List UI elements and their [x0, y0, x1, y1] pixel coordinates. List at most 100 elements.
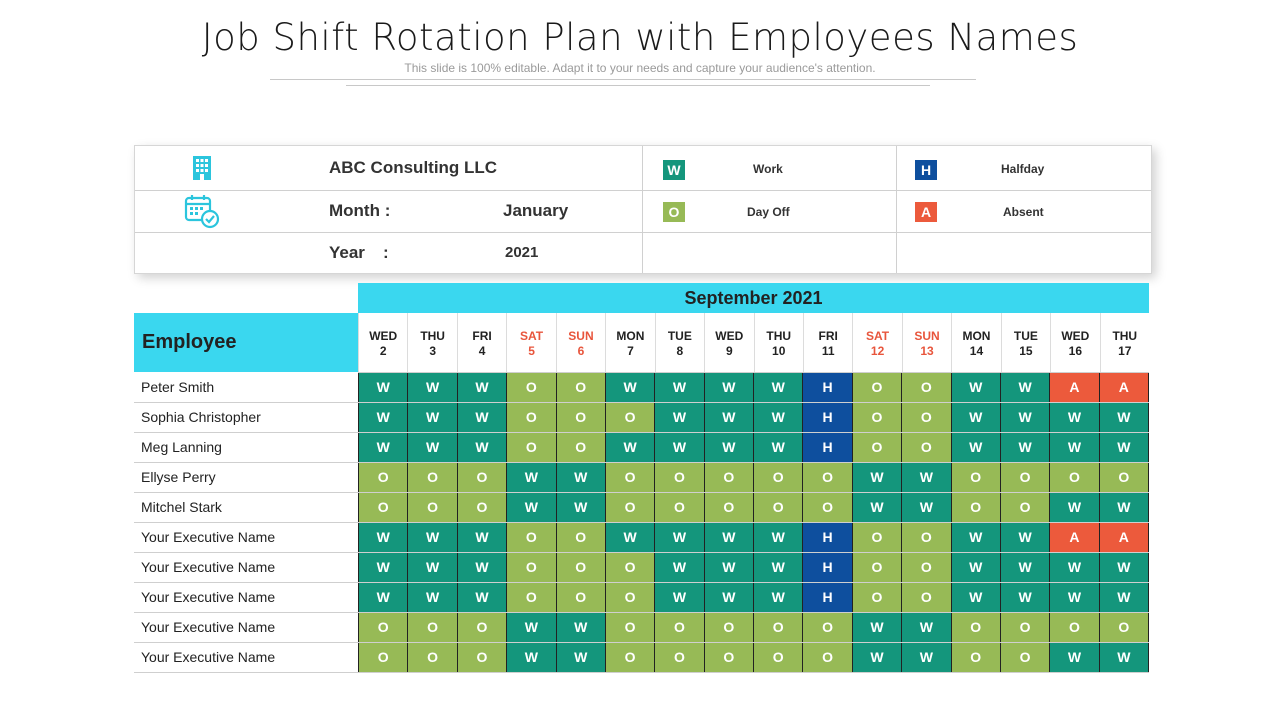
info-row-divider [135, 232, 1151, 233]
shift-cell: O [999, 493, 1050, 522]
shift-cell: O [456, 463, 507, 492]
shift-cell: W [950, 373, 1000, 402]
shift-cell: W [506, 493, 556, 522]
info-divider [642, 146, 643, 273]
shift-cell: W [456, 403, 507, 432]
shift-cell: O [654, 643, 704, 672]
month-label: Month : [329, 201, 391, 220]
shift-cell: O [555, 403, 605, 432]
shift-cell: W [506, 463, 556, 492]
shift-cell: O [950, 643, 1000, 672]
year-value: 2021 [505, 244, 539, 261]
shift-cell: O [950, 463, 1000, 492]
shift-cell: O [555, 433, 605, 462]
shift-cell: O [604, 493, 655, 522]
shift-cell: W [703, 403, 753, 432]
shift-cell: W [1049, 403, 1099, 432]
shift-cell: W [358, 373, 408, 402]
shift-cell: H [802, 373, 852, 402]
shift-cell: O [753, 493, 803, 522]
shift-cell: O [901, 373, 951, 402]
shift-cell: O [456, 643, 507, 672]
company-name: ABC Consulting LLC [329, 158, 498, 177]
shift-cell: W [506, 613, 556, 642]
day-header: SAT 12 [852, 313, 901, 372]
day-number: 12 [870, 344, 885, 358]
day-of-week: SAT [866, 329, 890, 343]
shift-cell: O [604, 613, 655, 642]
shift-cell: O [901, 583, 951, 612]
day-number: 4 [478, 344, 486, 358]
shift-cell: W [456, 583, 507, 612]
day-of-week: WED [715, 329, 744, 343]
shift-cell: W [1049, 583, 1099, 612]
day-header: THU 3 [407, 313, 456, 372]
day-header: WED 2 [358, 313, 407, 372]
shift-cell: O [802, 493, 852, 522]
shift-cell: W [604, 523, 655, 552]
day-header: SUN 13 [901, 313, 951, 372]
shift-cell: W [999, 523, 1050, 552]
shift-cell: O [604, 463, 655, 492]
day-of-week: WED [369, 329, 398, 343]
shift-cell: W [407, 553, 457, 582]
shift-cell: W [950, 583, 1000, 612]
shift-cell: O [999, 463, 1050, 492]
table-row: Your Executive Name O O O W W O O O O O W W O O W W [134, 643, 1149, 673]
shift-table: Peter Smith W W W O O W W W W H O O W W A A Sophia Christ… [134, 373, 1149, 673]
day-number: 15 [1019, 344, 1033, 358]
shift-cell: W [950, 523, 1000, 552]
shift-cell: W [851, 493, 902, 522]
shift-cell: W [358, 583, 408, 612]
shift-cell: O [950, 493, 1000, 522]
shift-cell: O [407, 613, 457, 642]
shift-cell: W [901, 493, 951, 522]
shift-cell: W [358, 553, 408, 582]
table-row: Mitchel Stark O O O W W O O O O O W W O O W W [134, 493, 1149, 523]
day-header: TUE 8 [654, 313, 704, 372]
title-divider [270, 79, 976, 80]
page-title: Job Shift Rotation Plan with Employees N… [201, 16, 1079, 59]
day-of-week: TUE [1013, 329, 1038, 343]
shift-cell: W [1098, 643, 1149, 672]
shift-cell: W [407, 583, 457, 612]
shift-cell: W [555, 643, 605, 672]
building-icon [193, 156, 211, 180]
shift-cell: A [1049, 523, 1099, 552]
shift-cell: W [407, 433, 457, 462]
shift-cell: O [851, 403, 902, 432]
day-of-week: FRI [472, 329, 492, 343]
table-row: Sophia Christopher W W W O O O W W W H O O W W W W [134, 403, 1149, 433]
shift-cell: O [950, 613, 1000, 642]
shift-cell: W [753, 403, 803, 432]
day-number: 17 [1118, 344, 1132, 358]
shift-cell: W [1098, 583, 1149, 612]
shift-cell: W [456, 433, 507, 462]
shift-cell: W [753, 523, 803, 552]
day-number: 11 [821, 344, 835, 358]
shift-cell: W [407, 403, 457, 432]
shift-cell: O [358, 463, 408, 492]
shift-cell: O [654, 493, 704, 522]
table-row: Your Executive Name W W W O O O W W W H O O W W W W [134, 583, 1149, 613]
table-row: Your Executive Name W W W O O O W W W H O O W W W W [134, 553, 1149, 583]
employee-name: Sophia Christopher [141, 409, 261, 425]
shift-cell: W [1098, 553, 1149, 582]
year-colon: : [383, 243, 389, 262]
shift-cell: W [506, 643, 556, 672]
shift-cell: O [654, 613, 704, 642]
shift-cell: O [604, 643, 655, 672]
shift-cell: W [901, 463, 951, 492]
day-header: WED 9 [704, 313, 753, 372]
shift-cell: W [753, 373, 803, 402]
day-of-week: THU [420, 329, 445, 343]
shift-cell: W [358, 523, 408, 552]
shift-cell: W [654, 433, 704, 462]
shift-cell: O [851, 523, 902, 552]
table-row: Your Executive Name O O O W W O O O O O W W O O O O [134, 613, 1149, 643]
table-row: Ellyse Perry O O O W W O O O O O W W O O O O [134, 463, 1149, 493]
day-of-week: MON [616, 329, 645, 343]
shift-cell: W [753, 433, 803, 462]
table-row: Your Executive Name W W W O O W W W W H O O W W A A [134, 523, 1149, 553]
shift-cell: W [654, 583, 704, 612]
